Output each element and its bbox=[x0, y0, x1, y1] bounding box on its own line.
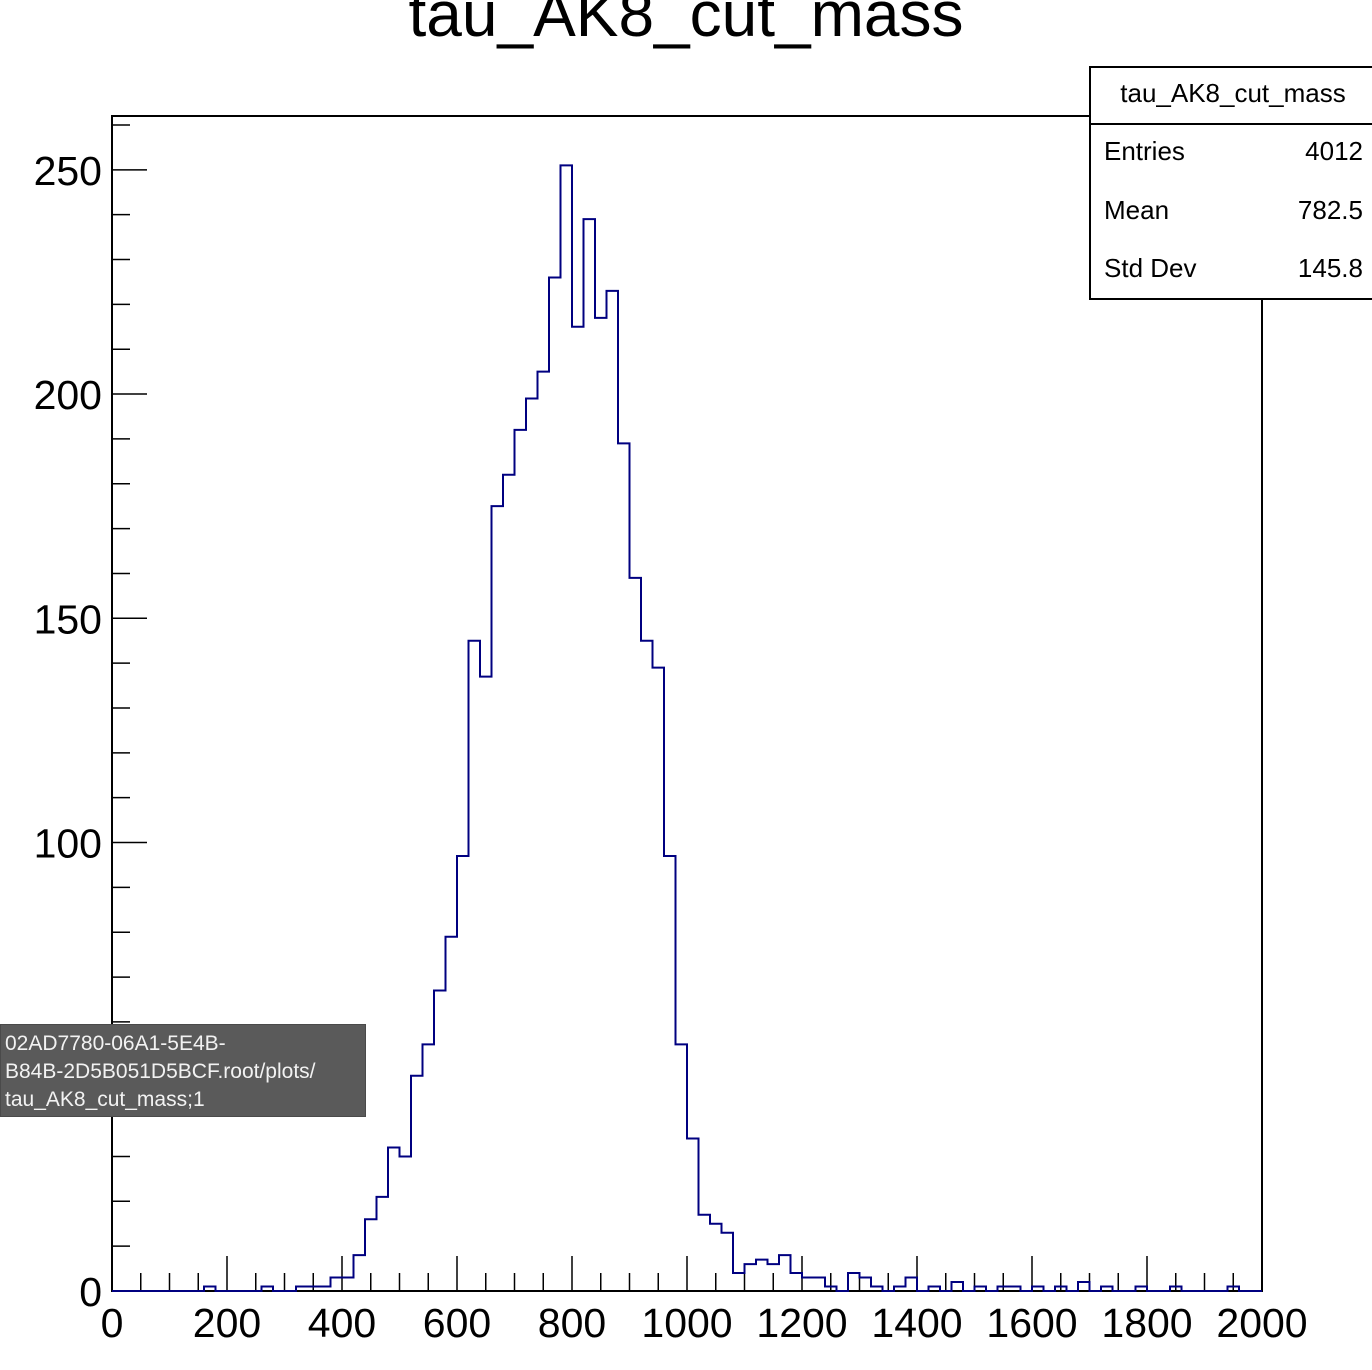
histogram-bin bbox=[584, 219, 596, 1291]
histogram-bin bbox=[331, 1278, 343, 1291]
histogram-bin bbox=[365, 1219, 377, 1291]
histogram-bin bbox=[262, 1287, 274, 1291]
histogram-bin bbox=[1009, 1287, 1021, 1291]
stats-box-title: tau_AK8_cut_mass bbox=[1120, 78, 1345, 108]
histogram-bin bbox=[319, 1287, 331, 1291]
x-tick-label: 1200 bbox=[756, 1300, 847, 1346]
histogram-bin bbox=[860, 1278, 872, 1291]
histogram-bin bbox=[480, 677, 492, 1291]
x-tick-label: 1000 bbox=[641, 1300, 732, 1346]
histogram-bin bbox=[1055, 1287, 1067, 1291]
histogram-bin bbox=[871, 1287, 883, 1291]
histogram-bin bbox=[308, 1287, 320, 1291]
histogram-series bbox=[112, 164, 1262, 1292]
histogram-bin bbox=[998, 1287, 1010, 1291]
histogram-bin bbox=[756, 1260, 768, 1291]
y-tick-label: 200 bbox=[34, 372, 102, 418]
histogram-bin bbox=[377, 1197, 389, 1291]
histogram-bin bbox=[411, 1076, 423, 1291]
histogram-bin bbox=[952, 1282, 964, 1291]
x-tick-label: 800 bbox=[538, 1300, 606, 1346]
histogram-bin bbox=[388, 1147, 400, 1291]
histogram-bin bbox=[423, 1044, 435, 1291]
histogram-bin bbox=[1228, 1287, 1240, 1291]
histogram-bin bbox=[1136, 1287, 1148, 1291]
histogram-bin bbox=[446, 937, 458, 1291]
stats-stddev-label: Std Dev bbox=[1104, 253, 1197, 283]
x-tick-label: 200 bbox=[193, 1300, 261, 1346]
stats-stddev-value: 145.8 bbox=[1298, 253, 1363, 283]
histogram-bin bbox=[825, 1287, 837, 1291]
stats-mean-label: Mean bbox=[1104, 195, 1169, 225]
stats-entries-label: Entries bbox=[1104, 136, 1185, 166]
stats-box-frame bbox=[1089, 66, 1372, 300]
histogram-bin bbox=[814, 1278, 826, 1291]
histogram-bin bbox=[653, 668, 665, 1291]
histogram-bin bbox=[630, 578, 642, 1291]
histogram-bin bbox=[722, 1233, 734, 1291]
histogram-bin bbox=[687, 1139, 699, 1291]
histogram-bin bbox=[342, 1278, 354, 1291]
histogram-bin bbox=[1170, 1287, 1182, 1291]
histogram-bin bbox=[802, 1278, 814, 1291]
histogram-bin bbox=[354, 1255, 366, 1291]
histogram-bin bbox=[572, 327, 584, 1291]
histogram-bin bbox=[745, 1264, 757, 1291]
stats-box[interactable]: tau_AK8_cut_mass Entries 4012 Mean 782.5… bbox=[1089, 66, 1372, 300]
histogram-bin bbox=[768, 1264, 780, 1291]
y-tick-label: 150 bbox=[34, 596, 102, 642]
histogram-bin bbox=[710, 1224, 722, 1291]
y-tick-label: 100 bbox=[34, 821, 102, 867]
stats-mean-value: 782.5 bbox=[1298, 195, 1363, 225]
chart-title: tau_AK8_cut_mass bbox=[409, 0, 964, 50]
histogram-bin bbox=[549, 277, 561, 1291]
histogram-bin bbox=[1101, 1287, 1113, 1291]
histogram-bin bbox=[503, 475, 515, 1291]
histogram-bin bbox=[791, 1273, 803, 1291]
object-tooltip: 02AD7780-06A1-5E4B- B84B-2D5B051D5BCF.ro… bbox=[0, 1024, 366, 1117]
histogram-bin bbox=[1078, 1282, 1090, 1291]
histogram-bin bbox=[607, 291, 619, 1291]
histogram-bin bbox=[894, 1287, 906, 1291]
histogram-bin bbox=[676, 1044, 688, 1291]
histogram-bin bbox=[561, 165, 573, 1291]
x-tick-label: 0 bbox=[101, 1300, 124, 1346]
histogram-bin bbox=[434, 991, 446, 1291]
x-tick-label: 1600 bbox=[986, 1300, 1077, 1346]
histogram-bin bbox=[400, 1156, 412, 1291]
histogram-bin bbox=[595, 318, 607, 1291]
histogram-bin bbox=[906, 1278, 918, 1291]
histogram-outline bbox=[112, 164, 1262, 1292]
x-tick-label: 400 bbox=[308, 1300, 376, 1346]
histogram-bin bbox=[457, 856, 469, 1291]
x-axis-ticks: 0 200 400 600 800 1000 1200 1400 1600 1800 2000 bbox=[101, 1256, 1308, 1346]
histogram-bin bbox=[618, 443, 630, 1291]
histogram-bin bbox=[469, 641, 481, 1291]
histogram-bin bbox=[975, 1287, 987, 1291]
histogram-bin bbox=[538, 372, 550, 1291]
histogram-bin bbox=[848, 1273, 860, 1291]
histogram-bin bbox=[526, 399, 538, 1291]
histogram-bin bbox=[699, 1215, 711, 1291]
histogram-bin bbox=[641, 641, 653, 1291]
x-tick-label: 2000 bbox=[1216, 1300, 1307, 1346]
y-axis-ticks: 0 100 150 200 250 bbox=[34, 124, 147, 1315]
y-tick-label: 250 bbox=[34, 148, 102, 194]
histogram-bin bbox=[492, 506, 504, 1291]
x-tick-label: 600 bbox=[423, 1300, 491, 1346]
histogram-bin bbox=[296, 1287, 308, 1291]
x-tick-label: 1800 bbox=[1101, 1300, 1192, 1346]
histogram-bin bbox=[1032, 1287, 1044, 1291]
histogram-bin bbox=[515, 430, 527, 1291]
histogram-bin bbox=[664, 856, 676, 1291]
histogram-bin bbox=[204, 1287, 216, 1291]
x-tick-label: 1400 bbox=[871, 1300, 962, 1346]
y-tick-label: 0 bbox=[79, 1269, 102, 1315]
stats-entries-value: 4012 bbox=[1305, 136, 1363, 166]
histogram-bin bbox=[779, 1255, 791, 1291]
histogram-bin bbox=[929, 1287, 941, 1291]
histogram-bin bbox=[733, 1273, 745, 1291]
